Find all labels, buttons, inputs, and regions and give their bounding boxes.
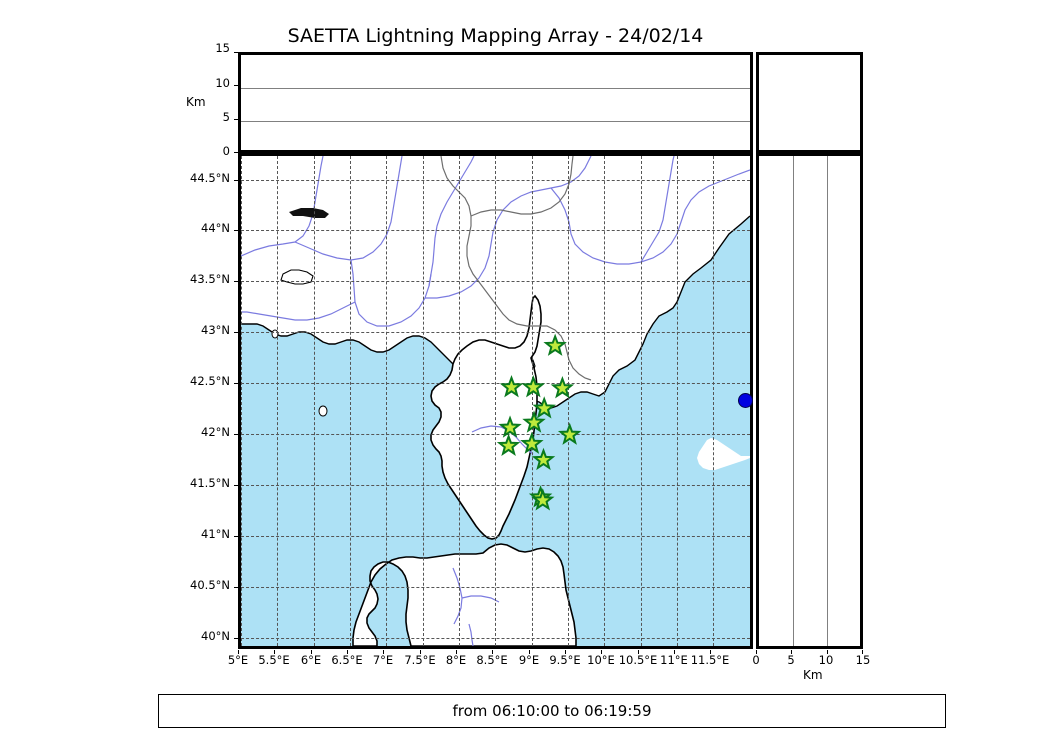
map-ytick-42.5: 42.5°N [190, 374, 230, 388]
map-gridline-lon-11 [677, 156, 678, 646]
map-ytick-44: 44°N [201, 221, 230, 235]
map-xtick-7: 7°E [372, 653, 394, 667]
station-star-marker[interactable] [520, 431, 544, 454]
map-ytick-44.5: 44.5°N [190, 171, 230, 185]
map-xtick-5.5: 5.5°E [258, 653, 290, 667]
top-ytick-15: 15 [215, 41, 230, 55]
map-ytick-40.5: 40.5°N [190, 578, 230, 592]
map-ytick-43: 43°N [201, 323, 230, 337]
altitude-latitude-plot-area [759, 156, 860, 646]
km-gridline-5-vert [793, 156, 794, 646]
map-gridline-lon-8 [459, 156, 460, 646]
top-yaxis-label: Km [186, 95, 206, 109]
map-gridline-lon-8.5 [495, 156, 496, 646]
map-gridline-lon-7 [386, 156, 387, 646]
top-ytick-0: 0 [222, 144, 230, 158]
station-star-marker[interactable] [531, 488, 555, 511]
map-ytick-41.5: 41.5°N [190, 476, 230, 490]
source-markers-layer [241, 156, 750, 646]
station-markers-layer [496, 333, 582, 511]
time-range-text: from 06:10:00 to 06:19:59 [452, 702, 652, 720]
map-gridline-lon-9.5 [568, 156, 569, 646]
altitude-longitude-plot-area [241, 55, 750, 150]
corner-panel[interactable] [756, 52, 863, 153]
station-star-marker[interactable] [521, 375, 546, 398]
corner-plot-area [759, 55, 860, 150]
map-gridline-lon-10.5 [641, 156, 642, 646]
map-xtick-8: 8°E [445, 653, 467, 667]
map-gridline-lon-6.5 [350, 156, 351, 646]
station-star-marker[interactable] [498, 415, 522, 438]
map-gridline-lon-11.5 [713, 156, 714, 646]
station-star-marker[interactable] [531, 447, 556, 471]
map-gridline-lon-7.5 [423, 156, 424, 646]
map-plot-area [241, 156, 750, 646]
right-xtick-15: 15 [855, 653, 871, 667]
map-gridline-lon-5.5 [277, 156, 278, 646]
map-xtick-10: 10°E [587, 653, 615, 667]
map-xtick-9: 9°E [518, 653, 540, 667]
map-gridline-lon-6 [314, 156, 315, 646]
map-ytick-41: 41°N [201, 527, 230, 541]
map-xtick-10.5: 10.5°E [618, 653, 658, 667]
map-panel[interactable] [238, 153, 753, 649]
top-ytick-10: 10 [215, 76, 230, 90]
station-star-marker[interactable] [532, 396, 556, 419]
map-xtick-7.5: 7.5°E [404, 653, 436, 667]
map-ytick-40: 40°N [201, 629, 230, 643]
map-xtick-11.5: 11.5°E [690, 653, 730, 667]
map-xtick-11: 11°E [660, 653, 688, 667]
figure-title: SAETTA Lightning Mapping Array - 24/02/1… [287, 25, 704, 47]
right-xaxis-label: Km [803, 668, 823, 682]
km-gridline-10-vert [827, 156, 828, 646]
map-xtick-9.5: 9.5°E [549, 653, 581, 667]
altitude-latitude-panel[interactable] [756, 153, 863, 649]
right-xtick-0: 0 [752, 653, 760, 667]
right-xtick-10: 10 [818, 653, 834, 667]
time-range-statusbar[interactable]: from 06:10:00 to 06:19:59 [158, 694, 946, 728]
km-gridline-10 [241, 88, 750, 89]
source-marker-dot[interactable] [738, 393, 753, 408]
map-xtick-6.5: 6.5°E [331, 653, 363, 667]
map-gridline-lon-5 [241, 156, 242, 646]
map-gridline-lon-10 [604, 156, 605, 646]
map-ytick-42: 42°N [201, 425, 230, 439]
map-xtick-5: 5°E [227, 653, 249, 667]
station-star-marker[interactable] [496, 433, 521, 456]
altitude-longitude-panel[interactable] [238, 52, 753, 153]
top-ytick-5: 5 [222, 110, 230, 124]
station-star-marker[interactable] [557, 422, 582, 445]
station-star-marker[interactable] [550, 376, 575, 399]
km-gridline-5 [241, 121, 750, 122]
right-xtick-5: 5 [787, 653, 795, 667]
map-gridline-lon-9 [532, 156, 533, 646]
station-star-marker[interactable] [522, 410, 546, 433]
map-xtick-6: 6°E [300, 653, 322, 667]
map-xtick-8.5: 8.5°E [476, 653, 508, 667]
station-star-marker[interactable] [543, 333, 567, 356]
station-star-marker[interactable] [499, 375, 524, 398]
map-ytick-43.5: 43.5°N [190, 272, 230, 286]
